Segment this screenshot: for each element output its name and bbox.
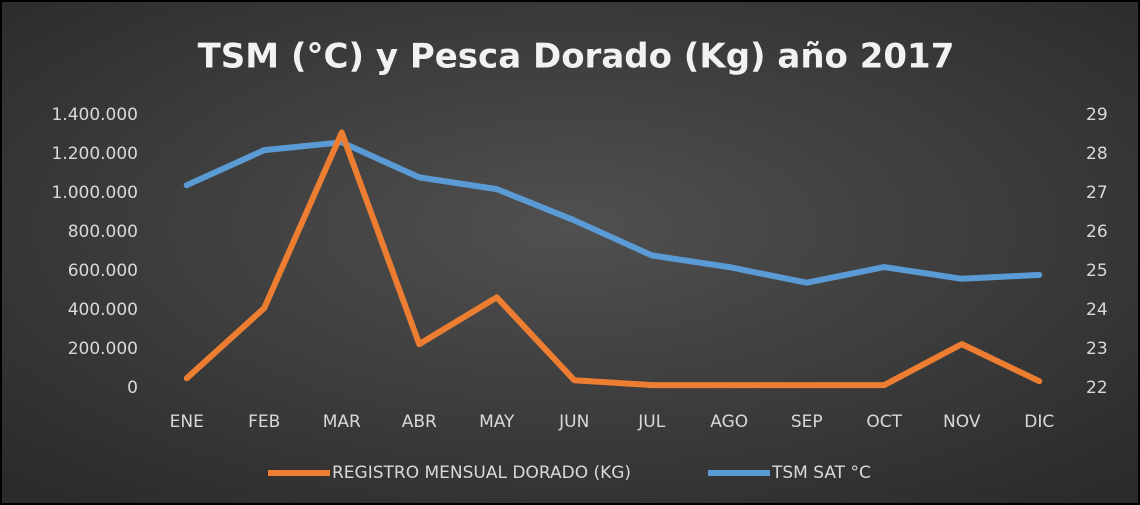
x-tick-label: OCT xyxy=(866,412,902,432)
x-tick-label: MAY xyxy=(479,412,515,432)
y-tick-label: 1.000.000 xyxy=(51,183,138,203)
y-tick-label: 600.000 xyxy=(68,261,138,281)
x-tick-label: AGO xyxy=(710,412,748,432)
y-tick-label: 400.000 xyxy=(68,300,138,320)
x-tick-label: FEB xyxy=(248,412,280,432)
series-line xyxy=(183,139,1043,286)
x-tick-label: JUL xyxy=(637,412,665,432)
x-tick-label: NOV xyxy=(943,412,981,432)
y-tick-label: 0 xyxy=(127,378,138,398)
y2-tick-label: 23 xyxy=(1086,339,1108,359)
y-tick-label: 200.000 xyxy=(68,339,138,359)
x-tick-label: ABR xyxy=(402,412,437,432)
y2-tick-label: 22 xyxy=(1086,378,1108,398)
legend-label: REGISTRO MENSUAL DORADO (KG) xyxy=(332,463,631,483)
series-line xyxy=(183,129,1043,389)
y2-tick-label: 29 xyxy=(1086,105,1108,125)
y2-tick-label: 24 xyxy=(1086,300,1108,320)
y2-tick-label: 26 xyxy=(1086,222,1108,242)
chart-title: TSM (°C) y Pesca Dorado (Kg) año 2017 xyxy=(198,37,955,77)
x-tick-label: MAR xyxy=(323,412,361,432)
y-tick-label: 1.400.000 xyxy=(51,105,138,125)
x-tick-label: DIC xyxy=(1024,412,1054,432)
y2-tick-label: 27 xyxy=(1086,183,1108,203)
x-tick-label: SEP xyxy=(791,412,823,432)
y2-tick-label: 28 xyxy=(1086,144,1108,164)
y2-tick-label: 25 xyxy=(1086,261,1108,281)
y-tick-label: 1.200.000 xyxy=(51,144,138,164)
x-tick-label: ENE xyxy=(170,412,204,432)
y-tick-label: 800.000 xyxy=(68,222,138,242)
x-tick-label: JUN xyxy=(558,412,589,432)
legend-label: TSM SAT °C xyxy=(771,463,871,483)
